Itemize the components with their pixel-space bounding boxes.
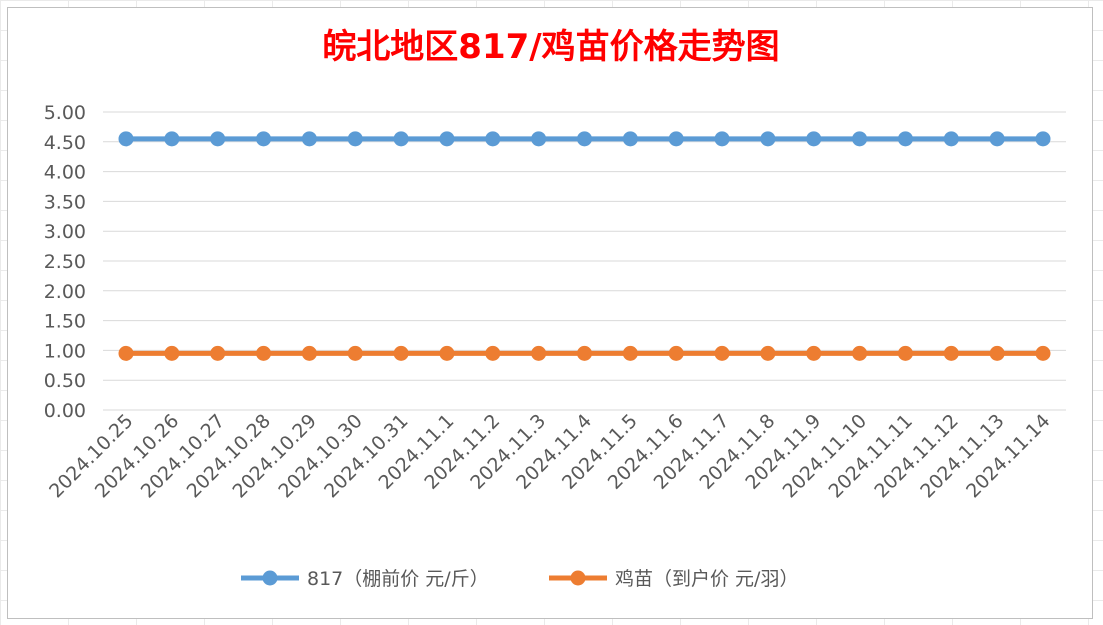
legend-item: 817（棚前价 元/斤） bbox=[241, 568, 489, 590]
data-point bbox=[897, 345, 913, 361]
data-point bbox=[943, 345, 959, 361]
data-point bbox=[164, 131, 180, 147]
y-tick-label: 1.50 bbox=[44, 311, 86, 333]
y-tick-label: 0.50 bbox=[44, 370, 86, 392]
series-2 bbox=[118, 345, 1051, 361]
data-point bbox=[485, 131, 501, 147]
legend-marker bbox=[262, 570, 278, 586]
data-point bbox=[806, 131, 822, 147]
data-point bbox=[622, 345, 638, 361]
y-axis-tick-labels: 0.00 0.50 1.00 1.50 2.00 2.50 3.00 3.50 4.00 4.50… bbox=[44, 102, 86, 422]
data-point bbox=[256, 131, 272, 147]
data-point bbox=[577, 345, 592, 361]
legend-label: 鸡苗（到户价 元/羽） bbox=[615, 568, 798, 590]
data-point bbox=[1035, 131, 1051, 147]
data-point bbox=[668, 131, 684, 147]
y-tick-label: 4.50 bbox=[44, 132, 86, 154]
y-tick-label: 4.00 bbox=[44, 162, 86, 184]
y-tick-label: 3.00 bbox=[44, 221, 86, 243]
data-point bbox=[301, 345, 317, 361]
data-point bbox=[806, 345, 822, 361]
data-point bbox=[989, 345, 1005, 361]
data-point bbox=[393, 131, 409, 147]
data-point bbox=[347, 345, 363, 361]
data-point bbox=[118, 131, 134, 147]
data-point bbox=[714, 345, 730, 361]
x-axis-tick-labels: 2024.10.252024.10.262024.10.272024.10.28… bbox=[45, 410, 1054, 502]
data-point bbox=[897, 131, 913, 147]
legend: 817（棚前价 元/斤） 鸡苗（到户价 元/羽） bbox=[241, 568, 798, 590]
data-point bbox=[256, 345, 272, 361]
data-point bbox=[485, 345, 501, 361]
y-tick-label: 2.00 bbox=[44, 281, 86, 303]
data-point bbox=[439, 131, 455, 147]
legend-marker bbox=[570, 570, 586, 586]
data-point bbox=[347, 131, 363, 147]
data-point bbox=[210, 131, 226, 147]
series-1 bbox=[118, 131, 1051, 147]
data-point bbox=[577, 131, 592, 147]
data-point bbox=[1035, 345, 1051, 361]
y-tick-label: 1.00 bbox=[44, 340, 86, 362]
y-tick-label: 3.50 bbox=[44, 191, 86, 213]
data-point bbox=[118, 345, 134, 361]
legend-label: 817（棚前价 元/斤） bbox=[307, 568, 489, 590]
data-point bbox=[393, 345, 409, 361]
data-point bbox=[989, 131, 1005, 147]
data-point bbox=[943, 131, 959, 147]
series-layer bbox=[118, 131, 1051, 361]
data-point bbox=[301, 131, 317, 147]
legend-item: 鸡苗（到户价 元/羽） bbox=[549, 568, 798, 590]
y-tick-label: 5.00 bbox=[44, 102, 86, 124]
chart-title: 皖北地区817/鸡苗价格走势图 bbox=[322, 27, 779, 67]
data-point bbox=[668, 345, 684, 361]
data-point bbox=[439, 345, 455, 361]
data-point bbox=[210, 345, 226, 361]
data-point bbox=[760, 131, 776, 147]
data-point bbox=[760, 345, 776, 361]
y-tick-label: 2.50 bbox=[44, 251, 86, 273]
y-gridlines bbox=[103, 111, 1066, 411]
data-point bbox=[714, 131, 730, 147]
data-point bbox=[622, 131, 638, 147]
data-point bbox=[531, 131, 547, 147]
data-point bbox=[164, 345, 180, 361]
y-tick-label: 0.00 bbox=[44, 400, 86, 422]
data-point bbox=[852, 345, 868, 361]
data-point bbox=[531, 345, 547, 361]
data-point bbox=[852, 131, 868, 147]
chart-area[interactable] bbox=[7, 7, 1093, 619]
